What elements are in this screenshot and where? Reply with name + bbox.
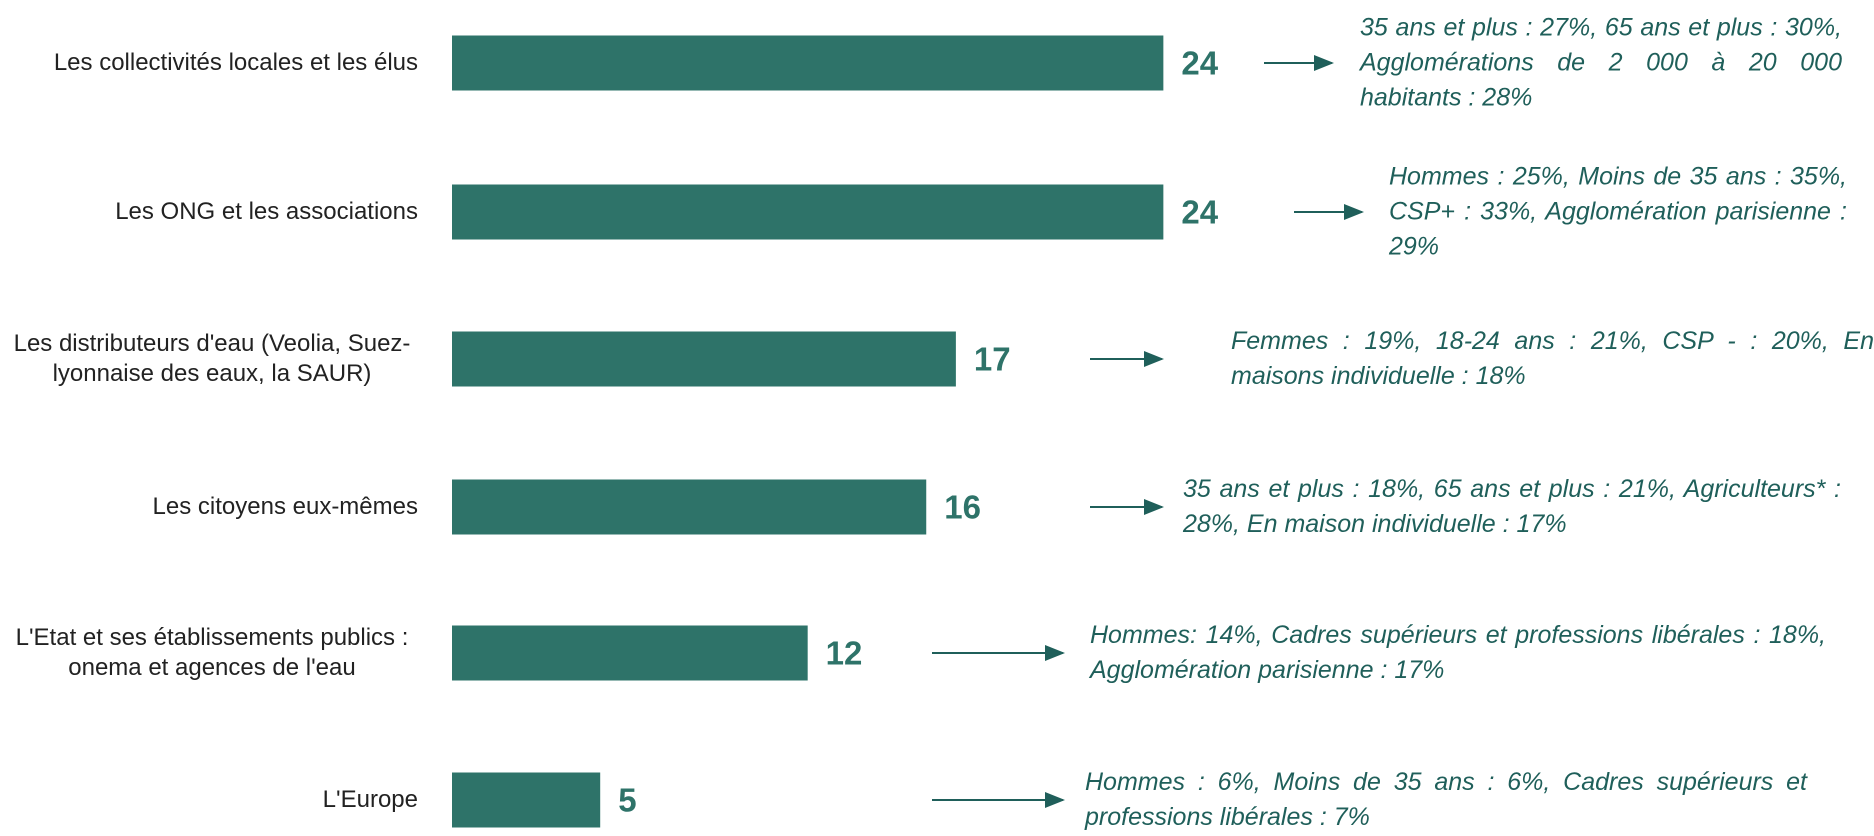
category-label: Les citoyens eux-mêmes bbox=[153, 492, 418, 522]
category-label: L'Etat et ses établissements publics : o… bbox=[6, 623, 418, 683]
bar bbox=[452, 625, 808, 681]
category-label: Les collectivités locales et les élus bbox=[54, 48, 418, 78]
category-text: L'Etat et ses établissements publics : o… bbox=[15, 624, 409, 681]
annotation: Hommes: 14%, Cadres supérieurs et profes… bbox=[1090, 621, 1826, 684]
category-text: Les citoyens eux-mêmes bbox=[152, 493, 418, 520]
category-text: Les ONG et les associations bbox=[115, 198, 418, 225]
category-text: Les distributeurs d'eau (Veolia, Suez-ly… bbox=[13, 330, 411, 387]
annotation: 35 ans et plus : 18%, 65 ans et plus : 2… bbox=[1183, 475, 1841, 538]
value-label: 24 bbox=[1181, 45, 1218, 82]
category-text: Les collectivités locales et les élus bbox=[53, 49, 418, 76]
value-label: 24 bbox=[1181, 194, 1218, 231]
category-label: L'Europe bbox=[323, 785, 418, 815]
annotation: 35 ans et plus : 27%, 65 ans et plus : 3… bbox=[1360, 13, 1842, 112]
annotation: Hommes : 6%, Moins de 35 ans : 6%, Cadre… bbox=[1085, 768, 1807, 831]
value-label: 17 bbox=[974, 341, 1011, 378]
bar bbox=[452, 772, 601, 828]
bar bbox=[452, 479, 927, 535]
value-label: 12 bbox=[826, 635, 863, 672]
annotation: Hommes : 25%, Moins de 35 ans : 35%, CSP… bbox=[1389, 162, 1847, 261]
category-label: Les distributeurs d'eau (Veolia, Suez-ly… bbox=[6, 329, 418, 389]
bar bbox=[452, 331, 956, 387]
value-label: 5 bbox=[618, 782, 636, 819]
category-label: Les ONG et les associations bbox=[115, 197, 418, 227]
category-text: L'Europe bbox=[322, 786, 418, 813]
value-label: 16 bbox=[944, 489, 981, 526]
bar bbox=[452, 184, 1164, 240]
bar bbox=[452, 35, 1164, 91]
annotation: Femmes : 19%, 18-24 ans : 21%, CSP - : 2… bbox=[1231, 327, 1874, 390]
